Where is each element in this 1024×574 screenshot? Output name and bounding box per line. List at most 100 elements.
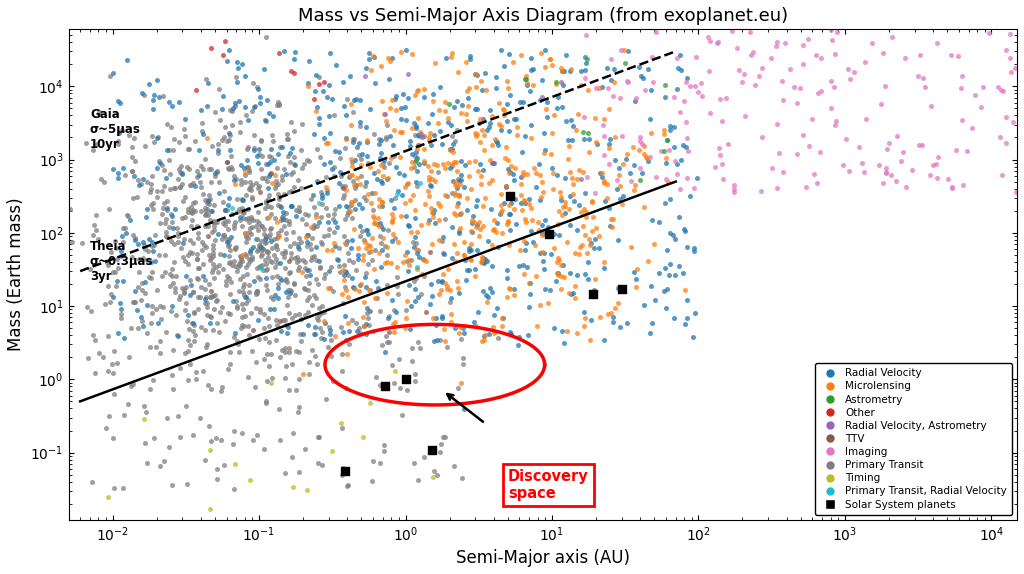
Point [395,90,412,99]
Point [299,156,315,165]
Point [209,475,225,484]
Point [520,331,537,340]
Point [287,311,303,320]
Point [345,137,361,146]
Point [420,187,436,196]
Point [434,160,451,169]
Point [232,175,249,184]
Point [453,157,469,166]
Point [177,193,194,202]
Point [573,66,590,75]
Point [172,167,188,176]
Point [230,204,247,213]
Point [893,156,909,165]
Point [215,132,231,141]
Point [114,232,130,241]
Point [299,242,315,251]
Point [209,218,225,227]
Point [306,330,323,339]
Point [774,76,791,86]
Point [303,194,319,203]
Point [312,187,329,196]
Point [496,106,512,115]
Point [221,241,238,250]
Point [493,45,509,55]
Point [243,212,259,222]
Point [220,274,237,283]
Point [188,166,205,176]
Point [454,175,470,184]
Point [203,292,219,301]
Point [108,243,124,253]
Point [439,342,456,351]
Point [344,158,360,167]
Point [145,138,162,147]
Point [262,304,279,313]
Point [252,242,268,251]
Point [534,247,550,257]
Point [443,222,460,231]
Point [339,236,355,245]
Point [742,27,759,36]
Point [381,74,397,83]
Point [823,26,840,35]
Point [909,72,926,81]
Point [375,233,391,242]
Point [480,123,497,132]
Point [452,322,468,331]
Point [669,170,685,179]
Point [628,96,644,105]
Point [125,193,141,203]
Point [126,172,142,181]
Point [145,204,162,214]
Point [366,213,382,222]
Point [159,119,175,129]
Point [205,292,221,301]
Point [428,470,444,479]
Point [499,273,515,282]
Point [658,285,675,294]
Point [421,191,437,200]
Point [221,129,238,138]
Point [564,174,581,183]
Point [352,180,369,189]
Point [183,203,200,212]
Point [534,49,550,58]
Point [366,218,382,227]
Point [152,159,168,168]
Point [225,223,242,232]
Point [165,145,181,154]
Point [610,170,627,180]
Point [374,197,390,207]
Point [173,161,189,170]
Point [151,251,167,260]
Point [556,338,572,347]
Point [184,178,201,187]
Point [640,65,656,74]
Point [253,245,269,254]
Point [714,116,730,125]
Point [461,83,477,92]
Point [954,180,971,189]
Point [826,49,843,59]
Point [596,257,612,266]
Point [686,243,702,253]
Point [89,139,105,149]
Point [293,184,309,193]
Point [690,87,707,96]
Point [351,139,368,148]
Point [439,192,456,201]
Point [311,79,328,88]
Point [260,313,276,322]
Point [389,289,406,298]
Point [394,411,411,420]
Point [303,300,319,309]
Point [236,283,252,292]
Point [267,176,284,185]
Point [180,259,197,269]
Point [253,251,269,261]
Point [467,271,483,280]
Point [308,106,325,115]
Point [264,374,281,383]
Point [152,219,168,228]
